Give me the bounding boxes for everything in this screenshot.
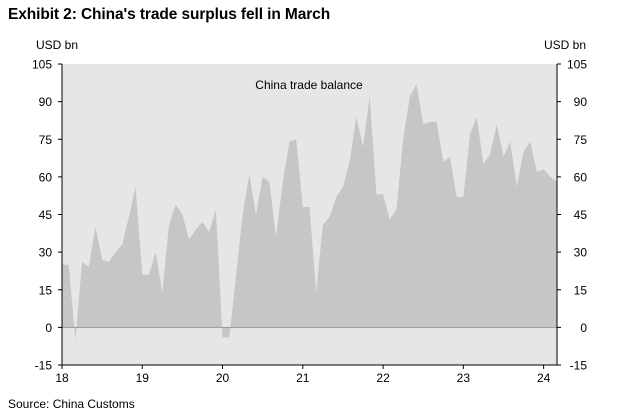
x-tick-label: 20 [216, 371, 230, 385]
y-tick-label-left: 75 [39, 133, 53, 147]
y-tick-label-right: -15 [570, 359, 588, 373]
x-tick-label: 18 [55, 371, 69, 385]
y-tick-label-right: 0 [580, 321, 587, 335]
y-tick-label-left: 15 [39, 283, 53, 297]
y-tick-label-left: 105 [32, 58, 52, 72]
x-tick-label: 22 [376, 371, 390, 385]
y-tick-label-right: 90 [574, 95, 588, 109]
source-note: Source: China Customs [8, 397, 135, 411]
y-tick-label-right: 45 [574, 208, 588, 222]
x-tick-label: 21 [296, 371, 310, 385]
x-tick-label: 19 [136, 371, 150, 385]
y-tick-label-left: 0 [45, 321, 52, 335]
left-axis-unit: USD bn [36, 38, 79, 52]
y-tick-label-right: 105 [567, 58, 587, 72]
y-tick-label-left: 60 [39, 170, 53, 184]
tick-layer: -15 -15 0 0 15 15 30 30 45 45 60 60 75 75 90 90 105 105 18… [32, 58, 587, 386]
y-tick-label-left: 30 [39, 246, 53, 260]
y-tick-label-right: 60 [574, 170, 588, 184]
x-tick-label: 23 [457, 371, 471, 385]
y-tick-label-left: 90 [39, 95, 53, 109]
chart-title: Exhibit 2: China's trade surplus fell in… [8, 6, 331, 23]
right-axis-unit: USD bn [543, 38, 586, 52]
series-label: China trade balance [255, 78, 363, 92]
x-tick-label: 24 [537, 371, 551, 385]
area-layer [62, 84, 557, 340]
y-tick-label-right: 75 [574, 133, 588, 147]
series-area-china-trade-balance [62, 84, 557, 340]
y-tick-label-right: 30 [574, 246, 588, 260]
y-tick-label-right: 15 [574, 283, 588, 297]
y-tick-label-left: 45 [39, 208, 53, 222]
y-tick-label-left: -15 [35, 359, 53, 373]
